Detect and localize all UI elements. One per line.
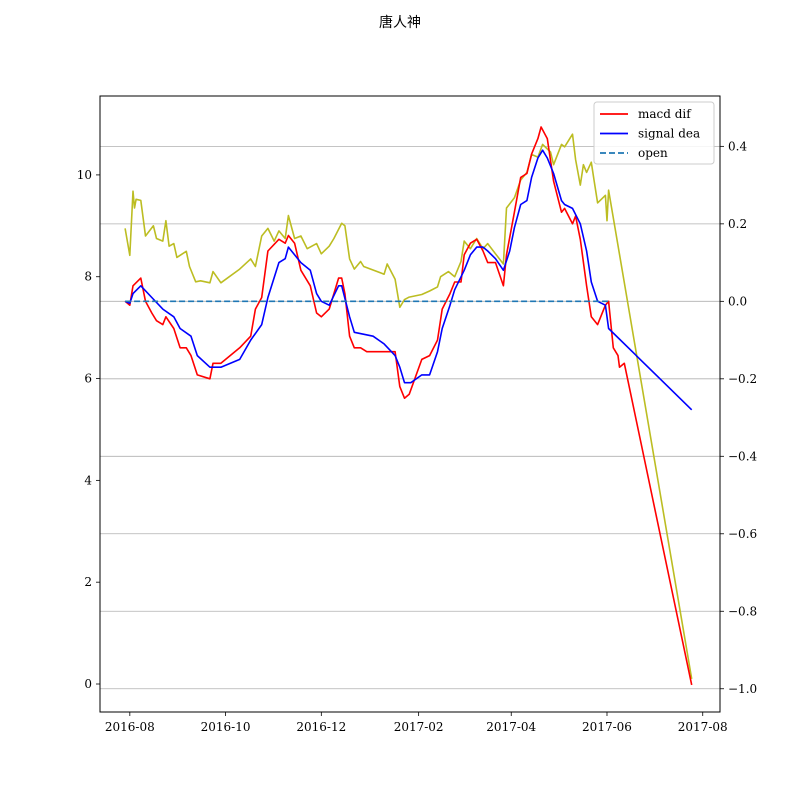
x-tick-label: 2016-08 (105, 720, 155, 734)
legend-label: open (638, 146, 668, 160)
x-tick-label: 2016-10 (201, 720, 251, 734)
right-y-axis: −1.0 −0.8 −0.6 −0.4 −0.2 0.0 0.2 0.4 (720, 139, 758, 696)
x-tick-label: 2017-06 (582, 720, 632, 734)
right-y-tick-label: −0.4 (728, 449, 758, 463)
plot-frame (99, 95, 721, 713)
left-y-axis: 0 2 4 6 8 10 (77, 168, 100, 691)
x-tick-label: 2017-02 (394, 720, 444, 734)
series-line-signal-dea (124, 149, 693, 411)
left-y-tick-label: 8 (84, 270, 92, 284)
right-y-tick-label: 0.0 (728, 294, 747, 308)
series-layer (124, 126, 693, 686)
x-axis: 2016-08 2016-10 2016-12 2017-02 2017-04 2017-… (105, 712, 728, 734)
left-y-tick-label: 2 (84, 575, 92, 589)
right-y-tick-label: −0.6 (728, 527, 757, 541)
left-y-tick-label: 4 (84, 473, 92, 487)
chart-title: 唐人神 (379, 14, 421, 31)
right-y-tick-label: 0.4 (728, 139, 747, 153)
x-tick-label: 2017-04 (486, 720, 536, 734)
legend-label: signal dea (638, 127, 700, 141)
legend-box (593, 101, 715, 165)
series-line-open (124, 133, 693, 680)
legend-label: macd dif (638, 107, 692, 121)
right-y-tick-label: 0.2 (728, 217, 747, 231)
right-y-tick-label: −0.8 (728, 604, 757, 618)
x-tick-label: 2017-08 (678, 720, 728, 734)
left-y-tick-label: 0 (84, 677, 92, 691)
right-y-tick-label: −1.0 (728, 682, 757, 696)
x-tick-label: 2016-12 (296, 720, 346, 734)
right-y-tick-label: −0.2 (728, 372, 757, 386)
legend: macd dif signal dea open (593, 101, 715, 165)
left-y-tick-label: 10 (77, 168, 92, 182)
series-line-macd-dif (124, 126, 693, 686)
left-y-tick-label: 6 (84, 372, 92, 386)
